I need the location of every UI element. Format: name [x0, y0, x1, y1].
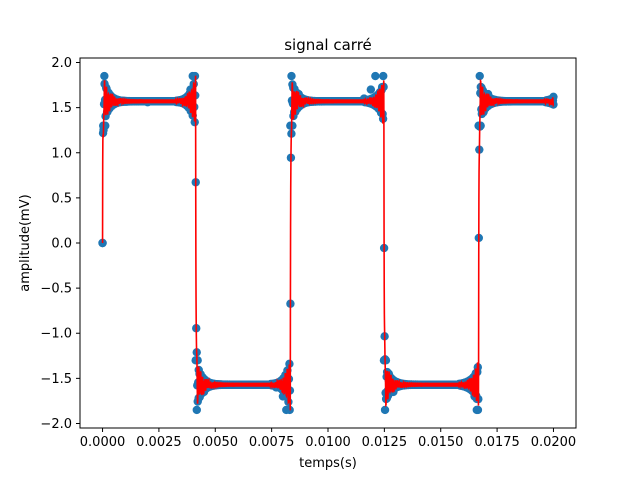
signal-sample-point	[278, 392, 288, 401]
x-axis-ticks: 0.0000 0.0025 0.0050 0.0075 0.0100 0.0125 0.01…	[80, 428, 576, 450]
signal-sample-point	[549, 92, 558, 102]
x-tick-label: 0.0100	[305, 435, 351, 450]
x-tick-label: 0.0050	[193, 435, 239, 450]
signal-sample-point	[476, 121, 485, 130]
signal-sample-point	[194, 394, 203, 403]
y-tick-label: 1.5	[51, 101, 72, 116]
signal-sample-point	[192, 405, 201, 415]
x-tick-label: 0.0075	[249, 435, 295, 450]
x-tick-label: 0.0150	[418, 435, 464, 450]
x-tick-label: 0.0125	[362, 435, 408, 450]
signal-sample-point	[100, 71, 109, 81]
y-tick-label: −1.5	[40, 372, 72, 387]
signal-sample-point	[381, 356, 391, 365]
y-axis-ticks: −2.0 −1.5 −1.0 −0.5 0.0 0.5 1.0 1.5 2.0	[40, 56, 80, 432]
signal-sample-point	[287, 71, 296, 81]
signal-line	[101, 75, 555, 411]
y-tick-label: 0.5	[51, 191, 72, 206]
signal-marker	[285, 359, 294, 369]
y-tick-label: −1.0	[40, 327, 72, 342]
plot-background	[80, 58, 576, 428]
y-tick-label: −2.0	[40, 417, 72, 432]
line-series-layer	[101, 75, 555, 411]
y-tick-label: 0.0	[51, 237, 72, 252]
signal-sample-point	[371, 71, 380, 81]
signal-sample-point	[475, 71, 484, 81]
signal-sample-point	[101, 121, 110, 130]
signal-sample-point	[289, 83, 298, 92]
x-tick-label: 0.0025	[136, 435, 182, 450]
plot-area	[79, 57, 577, 429]
y-tick-label: −0.5	[40, 282, 72, 297]
signal-sample-point	[98, 238, 107, 248]
signal-sample-point	[379, 71, 388, 81]
y-tick-label: 2.0	[51, 56, 72, 71]
y-axis-label: amplitude(mV)	[18, 194, 33, 291]
signal-marker	[190, 117, 199, 127]
x-tick-label: 0.0175	[474, 435, 520, 450]
signal-sample-point	[380, 405, 390, 415]
y-tick-label: 1.0	[51, 146, 72, 161]
x-axis-label: temps(s)	[299, 456, 357, 471]
signal-sample-point	[366, 85, 376, 94]
chart-title: signal carré	[284, 36, 372, 54]
signal-sample-point	[473, 405, 483, 415]
x-tick-label: 0.0000	[80, 435, 126, 450]
x-tick-label: 0.0200	[531, 435, 577, 450]
